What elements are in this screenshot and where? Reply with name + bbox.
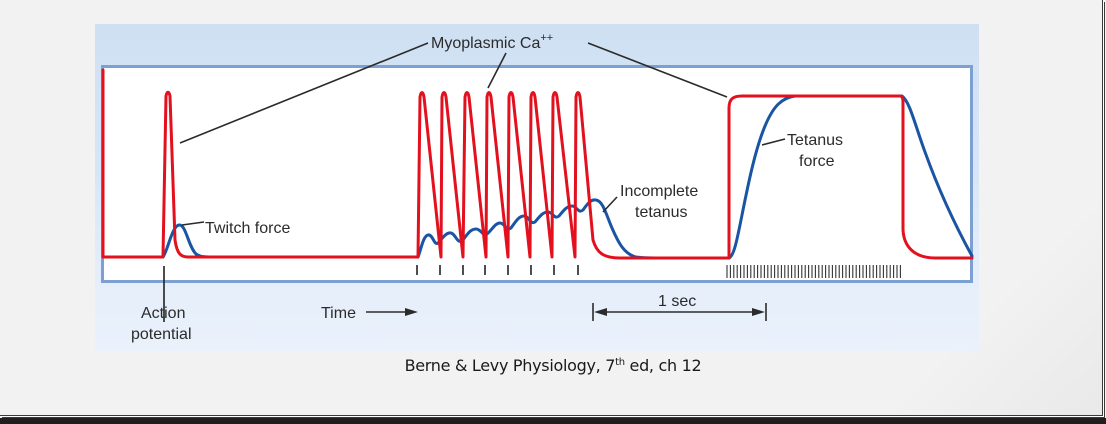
tetanus-force-label-line1: Tetanus [787,132,843,149]
leader-lines [179,42,786,321]
myoplasmic-ca-label: Myoplasmic Ca++ [431,32,553,52]
time-axis-label: Time [321,305,356,322]
tetanus-calcium-trace [727,94,974,260]
tetanus-stimulus-train [726,265,901,278]
calcium-traces [101,68,974,260]
incomplete-tetanus-label-line2: tetanus [635,204,687,221]
bottom-bar [0,418,1106,424]
action-potential-label-line2: potential [131,326,192,343]
scale-right-arrow-head-icon [752,308,765,316]
tetanus-force-label-line2: force [799,153,835,170]
scale-bar-label: 1 sec [658,293,696,310]
incomplete-tetanus-label-line1: Incomplete [620,183,698,200]
arrowheads [405,308,765,316]
tetanus-force-trace [727,94,974,260]
twitch-calcium-trace [101,68,420,259]
stimulus-markers [163,265,579,322]
scale-left-arrow-head-icon [594,308,607,316]
time-arrow-head-icon [405,308,418,316]
incomplete-tetanus-calcium-trace [416,91,731,260]
figure-caption: Berne & Levy Physiology, 7th ed, ch 12 [404,356,702,375]
incomplete-tetanus-force-trace [416,198,662,260]
action-potential-label-line1: Action [141,305,185,322]
figure-panel [95,24,979,351]
twitch-force-label: Twitch force [205,220,290,237]
